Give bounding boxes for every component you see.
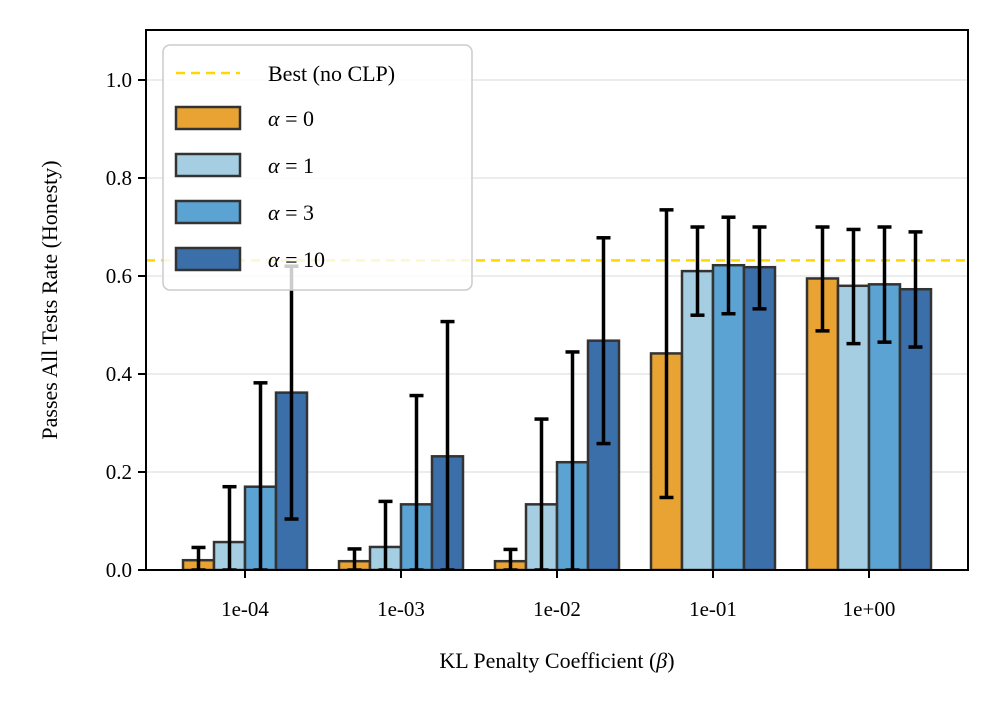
legend-swatch [174,105,242,131]
legend-label-reference: Best (no CLP) [268,61,395,86]
legend: Best (no CLP) α = 0 α = 1 α = 3 α = 10 [162,44,473,291]
y-tick-label: 0.0 [106,558,132,582]
x-tick-label: 1e+00 [843,597,896,621]
bars [181,263,933,570]
legend-label: α = 3 [268,200,314,225]
y-tick-label: 0.8 [106,166,132,190]
legend-swatch [174,152,242,178]
x-axis-ticks: 1e-04 1e-03 1e-02 1e-01 1e+00 [221,570,895,621]
x-tick-label: 1e-03 [377,597,425,621]
y-tick-label: 0.6 [106,264,132,288]
legend-label: α = 0 [268,106,314,131]
y-axis-label: Passes All Tests Rate (Honesty) [37,160,62,439]
x-tick-label: 1e-04 [221,597,269,621]
y-axis-ticks: 0.0 0.2 0.4 0.6 0.8 1.0 [106,68,146,582]
x-axis-label-close: ) [667,648,674,673]
x-tick-label: 1e-02 [533,597,581,621]
y-tick-label: 0.2 [106,460,132,484]
error-bars [191,208,923,570]
x-tick-label: 1e-01 [689,597,737,621]
y-tick-label: 0.4 [106,362,133,386]
x-axis-label-text: KL Penalty Coefficient ( [439,648,656,673]
y-tick-label: 1.0 [106,68,132,92]
x-axis-label-symbol: β [655,648,667,673]
legend-swatch [174,246,242,272]
x-axis-label: KL Penalty Coefficient (β) [439,648,674,673]
legend-swatch [174,199,242,225]
bar [742,265,777,570]
legend-label: α = 1 [268,153,314,178]
legend-label: α = 10 [268,247,325,272]
